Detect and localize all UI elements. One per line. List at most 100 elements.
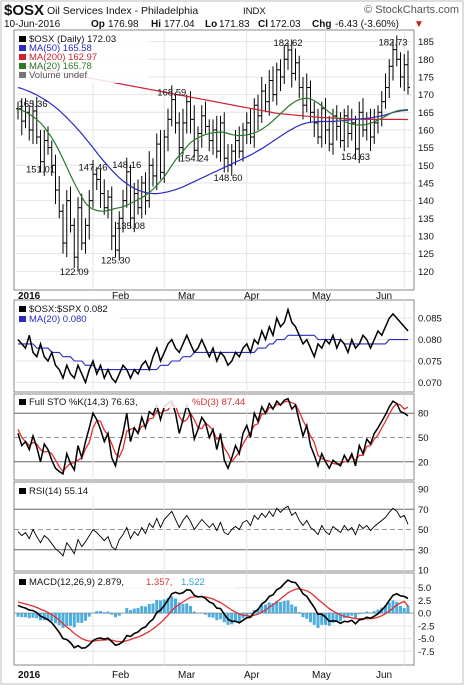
ohlc-bar (34, 96, 39, 145)
ohlc-bar (248, 108, 253, 145)
price-y-tick: 175 (418, 72, 434, 83)
stochastic-legend: Full STO %K(14,3) 76.63, %D(3) 87.44 (17, 396, 257, 408)
macd-histogram-bar (256, 608, 260, 614)
macd-histogram-bar (16, 613, 20, 617)
change-value: -6.43 (-3.60%) (335, 19, 399, 30)
ohlc-bar (203, 101, 208, 134)
legend-swatch-ratio-ma (19, 316, 26, 322)
down-arrow-icon: ▼ (414, 19, 424, 30)
macd-histogram-bar (84, 613, 87, 621)
ratio-legend: $OSX:$SPX 0.082 MA(20) 0.080 (17, 303, 121, 327)
legend-volume: Volume undef (29, 70, 87, 81)
macd-histogram-bar (279, 601, 282, 614)
macd-histogram-bar (144, 606, 147, 614)
macd-histogram-bar (35, 613, 39, 619)
macd-histogram-bar (286, 600, 290, 614)
price-annotation: 135.08 (116, 221, 145, 232)
ohlc-bar (387, 59, 392, 99)
ma20-line (17, 97, 409, 212)
legend-macd: MACD(12,26,9) 2.879, (29, 577, 124, 588)
macd-histogram-bar (211, 613, 215, 618)
ohlc-bar (184, 94, 189, 134)
ratio-y-tick: 0.080 (418, 335, 442, 346)
rsi-y-tick: 50 (418, 525, 429, 536)
ohlc-bar (162, 129, 167, 183)
ohlc-bar (53, 154, 58, 205)
low-value: 171.83 (219, 19, 250, 30)
legend-macd-histogram: 1.522 (181, 577, 205, 588)
ohlc-bar (289, 39, 294, 88)
macd-histogram-bar (395, 601, 399, 614)
x-label-apr: Apr (244, 291, 260, 302)
macd-histogram-bar (327, 613, 331, 626)
ohlc-bar (136, 179, 140, 215)
price-annotation: 151.01 (26, 165, 55, 176)
ohlc-bar (263, 84, 268, 113)
ohlc-bar (83, 218, 88, 254)
macd-y-tick: 2.5 (418, 596, 431, 607)
x-label-feb: Feb (112, 291, 130, 302)
ohlc-bar (271, 66, 275, 102)
macd-histogram-bar (350, 613, 354, 616)
ohlc-bar (192, 105, 197, 158)
ohlc-bar (394, 35, 399, 67)
bottom-x-label-may: May (312, 670, 331, 681)
macd-histogram-bar (297, 612, 301, 614)
macd-histogram-bar (181, 603, 185, 614)
macd-histogram-bar (207, 613, 211, 618)
macd-histogram-bar (192, 611, 196, 614)
ohlc-bar (398, 52, 403, 88)
price-y-tick: 155 (418, 143, 434, 154)
date-label: 10-Jun-2016 (4, 19, 61, 30)
macd-histogram-bar (72, 613, 76, 628)
ohlc-bar (154, 133, 159, 191)
legend-macd-signal: 1.357, (146, 577, 172, 588)
index-name: Oil Services Index - Philadelphia (47, 5, 198, 17)
watermark: © StockCharts.com (364, 4, 459, 16)
price-y-tick: 145 (418, 178, 434, 189)
macd-histogram-bar (365, 611, 369, 614)
macd-histogram-bar (305, 613, 309, 619)
macd-histogram-bar (312, 613, 316, 625)
legend-swatch-ma200 (19, 54, 26, 60)
macd-histogram-bar (290, 604, 294, 614)
macd-histogram-bar (301, 613, 305, 618)
macd-y-tick: -5.0 (418, 634, 434, 645)
ratio-y-tick: 0.075 (418, 357, 442, 368)
legend-ratio: $OSX:$SPX 0.082 (29, 304, 108, 315)
ohlc-bar (42, 129, 47, 176)
price-y-tick: 125 (418, 249, 434, 260)
price-y-tick: 120 (418, 267, 434, 278)
macd-histogram-bar (80, 613, 84, 623)
close-label: Cl (258, 19, 268, 30)
ohlc-bar (72, 218, 77, 268)
x-label-mar: Mar (178, 291, 196, 302)
ohlc-bar (282, 45, 287, 85)
price-annotation: 125.30 (101, 256, 130, 267)
ohlc-bar (286, 42, 290, 70)
ohlc-bar (293, 48, 298, 81)
macd-histogram-bar (87, 613, 91, 617)
ohlc-bar (98, 168, 103, 208)
ohlc-bar (342, 108, 347, 152)
ohlc-bar (214, 115, 219, 159)
legend-swatch-osx (19, 36, 26, 42)
rsi-gridlines (14, 482, 414, 571)
ohlc-bar (139, 175, 144, 219)
macd-histogram-bar (237, 613, 241, 622)
ohlc-bar (244, 112, 249, 145)
bottom-x-label-apr: Apr (244, 670, 260, 681)
high-label: Hi (151, 19, 161, 30)
ohlc-bar (151, 158, 155, 187)
ohlc-bar (91, 160, 95, 208)
macd-histogram-bar (155, 599, 159, 614)
ohlc-bar (316, 108, 320, 145)
ohlc-bar (391, 39, 395, 81)
price-y-tick: 185 (418, 37, 434, 48)
price-annotation: 122.09 (60, 267, 89, 278)
rsi-line (17, 505, 409, 557)
bottom-x-label-mar: Mar (178, 670, 196, 681)
rsi-y-axis: 90 70 50 30 10 (418, 485, 429, 577)
legend-ma50: MA(50) 165.58 (29, 43, 92, 54)
macd-panel (13, 572, 415, 666)
